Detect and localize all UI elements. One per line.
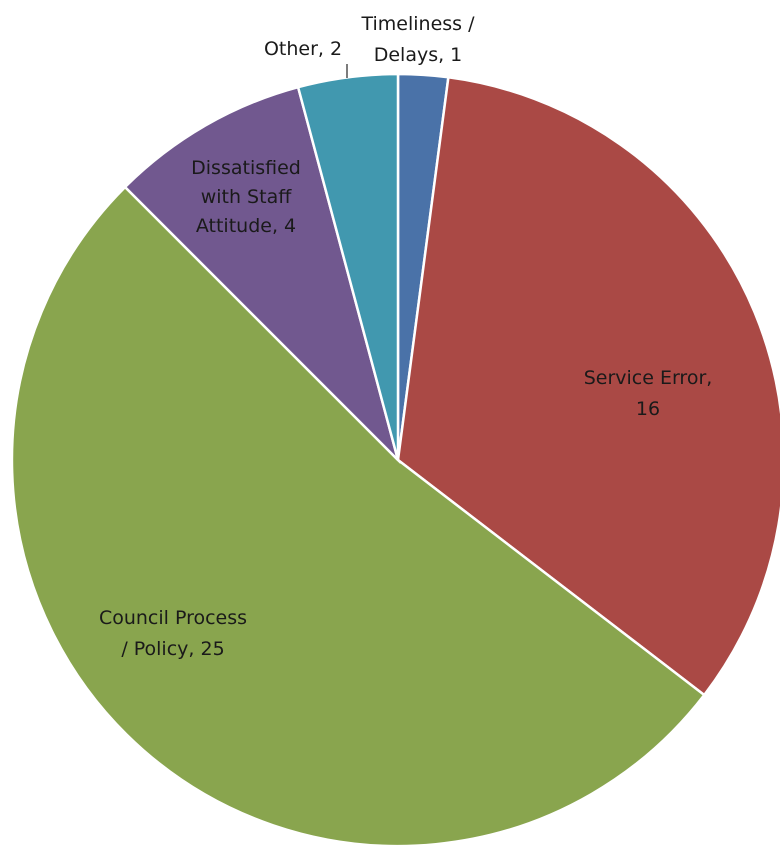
pie-slice-other	[296, 72, 400, 461]
data-label-service-error: Service Error, 16	[584, 367, 713, 420]
data-label-dissatisfied-with-staff-attitude: Dissatisfied with Staff Attitude, 4	[191, 157, 301, 237]
data-labels-layer: Timeliness / Delays, 1 Service Error, 16 Cou…	[99, 13, 712, 660]
data-label-council-process-policy: Council Process / Policy, 25	[99, 607, 247, 660]
data-label-timeliness-delays: Timeliness / Delays, 1	[360, 13, 475, 66]
data-label-other: Other, 2	[264, 38, 342, 60]
pie-slice-dissatisfied-with-staff-attitude	[123, 85, 401, 465]
pie-slice-council-process-policy	[10, 185, 706, 848]
slices-layer	[10, 72, 780, 848]
pie-slice-service-error	[396, 75, 780, 697]
